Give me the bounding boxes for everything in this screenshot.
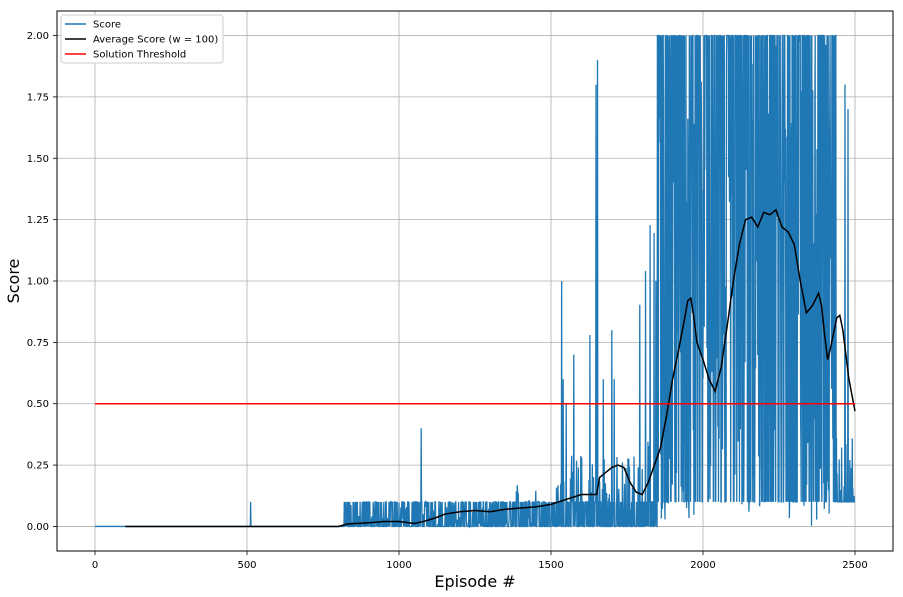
x-axis-ticks: 0 500 1000 1500 2000 2500 bbox=[92, 551, 868, 571]
y-tick-label: 1.50 bbox=[27, 154, 49, 165]
x-tick-label: 1500 bbox=[538, 560, 563, 571]
x-tick-label: 1000 bbox=[386, 560, 411, 571]
legend-box bbox=[60, 14, 224, 64]
y-tick-label: 1.25 bbox=[27, 215, 49, 226]
y-tick-label: 0.75 bbox=[27, 338, 49, 349]
legend-label: Solution Threshold bbox=[93, 50, 186, 61]
y-tick-label: 1.75 bbox=[27, 92, 49, 103]
y-tick-label: 0.00 bbox=[27, 522, 49, 533]
x-tick-label: 2000 bbox=[690, 560, 715, 571]
x-tick-label: 500 bbox=[237, 560, 256, 571]
x-tick-label: 0 bbox=[92, 560, 98, 571]
average-score-line bbox=[125, 208, 856, 528]
plot-area bbox=[95, 34, 856, 529]
legend-label: Score bbox=[93, 20, 121, 31]
y-axis-label: Score bbox=[4, 259, 23, 304]
y-tick-label: 0.25 bbox=[27, 461, 49, 472]
y-tick-label: 2.00 bbox=[27, 31, 49, 42]
legend-label: Average Score (w = 100) bbox=[93, 35, 218, 46]
y-axis-ticks: 0.00 0.25 0.50 0.75 1.00 1.25 1.50 1.75 2.00 bbox=[27, 31, 57, 533]
x-axis-label: Episode # bbox=[434, 572, 515, 591]
legend: Score Average Score (w = 100) Solution Thr… bbox=[60, 14, 224, 64]
y-tick-label: 0.50 bbox=[27, 399, 49, 410]
y-tick-label: 1.00 bbox=[27, 277, 49, 288]
x-tick-label: 2500 bbox=[842, 560, 867, 571]
